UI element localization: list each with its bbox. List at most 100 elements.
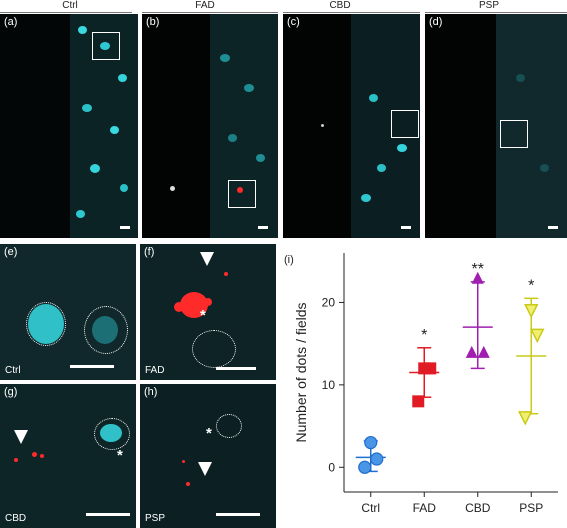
title-rule <box>283 12 420 13</box>
panel-a: (a) <box>0 14 138 238</box>
nucleus <box>100 42 110 50</box>
nucleus <box>256 154 265 162</box>
panel-label-i: (i) <box>284 254 294 266</box>
nucleus <box>397 144 407 152</box>
signal-dot <box>32 452 37 457</box>
condition-label-g: CBD <box>5 513 27 524</box>
red-channel-half <box>425 14 496 238</box>
scale-bar <box>258 226 268 229</box>
nucleus <box>228 134 237 142</box>
data-point <box>530 328 545 344</box>
significance-label: * <box>421 327 427 344</box>
nucleus <box>100 424 122 442</box>
asterisk-marker: * <box>117 447 123 464</box>
red-channel-half <box>142 14 210 238</box>
scale-bar <box>401 226 411 229</box>
signal-dot <box>40 454 44 458</box>
data-point <box>465 345 478 358</box>
data-point <box>412 395 425 408</box>
x-tick-label: PSP <box>519 501 543 515</box>
significance-label: ** <box>472 261 484 278</box>
red-aggregate <box>204 298 212 306</box>
data-point <box>524 303 539 319</box>
zoom-box <box>228 180 256 208</box>
panel-g: * (g) CBD <box>0 384 136 528</box>
y-tick-label: 20 <box>322 295 336 309</box>
panel-label-g: (g) <box>4 386 18 398</box>
data-point <box>518 411 533 426</box>
title-rule <box>425 12 567 13</box>
data-point <box>358 460 372 474</box>
nucleus <box>118 74 127 82</box>
title-cbd: CBD <box>329 0 351 11</box>
signal-dot <box>224 272 228 276</box>
nucleus <box>244 84 254 92</box>
nucleus-outline <box>192 330 236 368</box>
scale-bar <box>86 513 130 516</box>
panel-h: * (h) PSP <box>140 384 276 528</box>
panel-label-f: (f) <box>144 246 155 258</box>
cyan-channel-half <box>496 14 567 238</box>
x-tick-label: Ctrl <box>361 501 380 515</box>
title-psp: PSP <box>478 0 499 11</box>
asterisk-marker: * <box>200 307 206 324</box>
nucleus <box>220 54 230 62</box>
panel-label-c: (c) <box>287 16 300 28</box>
signal-dot <box>14 458 18 462</box>
arrowhead-icon <box>14 430 28 444</box>
zoom-box <box>391 110 419 138</box>
nucleus <box>110 126 119 134</box>
panel-f: * (f) FAD <box>140 244 276 380</box>
scale-bar <box>216 367 256 370</box>
red-channel-half <box>283 14 351 238</box>
red-channel-half <box>0 14 70 238</box>
signal-dot <box>182 460 185 463</box>
title-rule <box>142 12 278 13</box>
nucleus <box>78 26 87 34</box>
x-tick-label: CBD <box>465 501 491 515</box>
dot-plot-chart: 0 10 20 Number of dots / fields Ctrl FAD CBD PS… <box>293 253 558 515</box>
scale-bar <box>70 365 114 368</box>
panel-label-d: (d) <box>429 16 443 28</box>
panel-label-b: (b) <box>146 16 160 28</box>
data-point <box>370 452 384 466</box>
scale-bar <box>548 226 558 229</box>
panel-e: (e) Ctrl <box>0 244 136 380</box>
signal-dot <box>186 482 190 486</box>
x-tick-label: FAD <box>413 501 437 515</box>
nucleus-outline <box>26 302 66 346</box>
panel-c: (c) <box>283 14 420 238</box>
y-axis-label: Number of dots / fields <box>293 302 309 442</box>
nucleus <box>369 94 378 102</box>
cyan-channel-half <box>70 14 138 238</box>
panel-d: (d) <box>425 14 567 238</box>
condition-label-e: Ctrl <box>5 365 21 376</box>
data-point <box>418 362 431 375</box>
nucleus <box>361 194 371 202</box>
title-ctrl: Ctrl <box>62 0 78 11</box>
nucleus <box>92 316 118 344</box>
cyan-channel-half <box>210 14 278 238</box>
nucleus <box>82 104 92 112</box>
title-fad: FAD <box>195 0 215 11</box>
scale-bar <box>120 226 130 229</box>
asterisk-marker: * <box>206 425 212 442</box>
signal-dot <box>237 187 243 193</box>
panel-label-a: (a) <box>4 16 18 28</box>
nucleus <box>540 164 549 172</box>
arrowhead-icon <box>198 462 212 476</box>
title-rule <box>0 12 132 13</box>
nucleus <box>120 184 128 192</box>
y-tick-label: 0 <box>328 460 335 474</box>
signal-dot <box>170 186 175 191</box>
red-aggregate <box>174 302 184 312</box>
zoom-box <box>92 32 120 60</box>
condition-label-h: PSP <box>145 513 166 524</box>
nucleus <box>90 164 100 173</box>
nucleus-outline <box>84 306 128 354</box>
nucleus <box>377 164 386 172</box>
cyan-channel-half <box>351 14 420 238</box>
zoom-box <box>500 120 528 148</box>
nucleus-outline <box>216 414 242 438</box>
